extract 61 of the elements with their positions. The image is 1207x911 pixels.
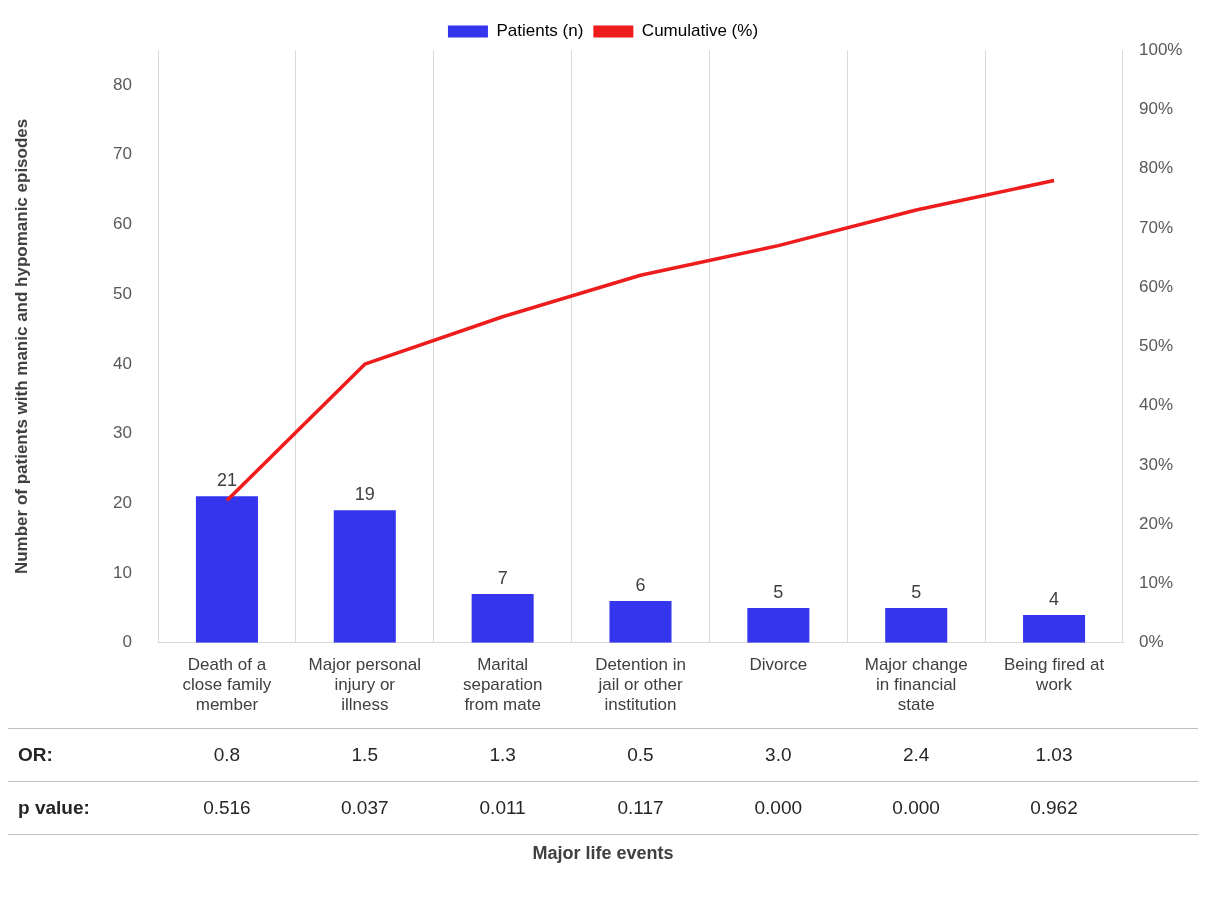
y2-tick-label: 90% [1139, 98, 1174, 118]
y-tick-label: 20 [113, 493, 132, 513]
bar [1023, 614, 1086, 643]
bar [885, 607, 948, 643]
text: 0.8 [212, 744, 242, 766]
data-label: 5 [773, 581, 784, 602]
data-label: 19 [354, 484, 375, 505]
data-label: 5 [911, 581, 922, 602]
text: p value: [17, 797, 91, 819]
y2-tick-label: 20% [1139, 513, 1174, 533]
bar [609, 600, 672, 643]
y-tick-label: 30 [113, 423, 132, 443]
y-tick-label: 50 [113, 283, 132, 303]
legend-label: Cumulative (%) [641, 21, 759, 41]
text: 2.4 [901, 744, 931, 766]
legend-label: Patients (n) [496, 21, 584, 41]
y2-tick-label: 100% [1139, 39, 1183, 59]
text: OR: [17, 744, 54, 766]
y2-tick-label: 60% [1139, 276, 1174, 296]
y-tick-label: 80 [113, 74, 132, 94]
data-label: 7 [497, 567, 508, 588]
y-tick-label: 0 [122, 632, 132, 652]
y-tick-label: 60 [113, 214, 132, 234]
text: 1.3 [488, 744, 517, 766]
text: 3.0 [764, 744, 793, 766]
text: 0.000 [891, 797, 941, 819]
bar [333, 510, 396, 643]
y2-tick-label: 80% [1139, 158, 1174, 178]
y2-tick-label: 10% [1139, 573, 1174, 593]
y2-tick-label: 0% [1139, 632, 1164, 652]
y2-tick-label: 40% [1139, 395, 1174, 415]
text: 0.5 [626, 744, 655, 766]
text: 1.5 [350, 744, 379, 766]
bar [195, 496, 258, 643]
x-tick-label: Detention in jail or other institution [595, 654, 686, 715]
y2-tick-label: 30% [1139, 454, 1174, 474]
data-label: 21 [216, 470, 237, 491]
text: 0.516 [202, 797, 252, 819]
y-axis-title: Number of patients with manic and hypomanic episodes [11, 118, 31, 575]
data-label: 6 [635, 574, 646, 595]
bar [747, 607, 810, 643]
text: 1.03 [1034, 744, 1074, 766]
x-tick-label: Major change in financial state [864, 654, 968, 715]
bar [471, 593, 534, 643]
y2-tick-label: 70% [1139, 217, 1174, 237]
y-tick-label: 40 [113, 353, 132, 373]
text: 0.962 [1029, 797, 1079, 819]
text: 0.117 [616, 797, 665, 819]
y-tick-label: 10 [113, 562, 132, 582]
x-tick-label: Being fired at work [1003, 654, 1105, 695]
x-tick-label: Major personal injury or illness [308, 654, 422, 715]
x-tick-label: Marital separation from mate [462, 654, 543, 715]
text: 0.037 [340, 797, 390, 819]
text: 0.011 [478, 797, 527, 819]
x-tick-label: Divorce [749, 654, 808, 674]
y2-tick-label: 50% [1139, 336, 1174, 356]
data-label: 4 [1049, 588, 1060, 609]
x-tick-label: Death of a close family member [182, 654, 272, 715]
text: Major life events [8, 834, 1198, 872]
text: 0.000 [753, 797, 804, 819]
y-tick-label: 70 [113, 144, 132, 164]
